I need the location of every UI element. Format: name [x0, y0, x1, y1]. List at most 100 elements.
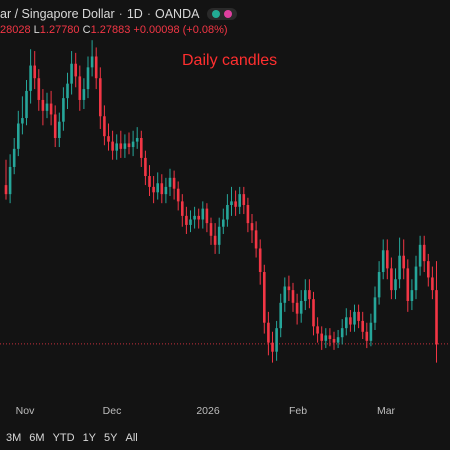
candle[interactable]: [103, 105, 106, 146]
candle[interactable]: [176, 181, 180, 211]
candle[interactable]: [62, 87, 65, 131]
candle[interactable]: [283, 277, 287, 312]
candle[interactable]: [427, 253, 430, 287]
candle[interactable]: [209, 217, 213, 245]
candle[interactable]: [410, 279, 414, 311]
candle[interactable]: [78, 65, 82, 111]
candle[interactable]: [357, 304, 360, 329]
candle[interactable]: [386, 239, 389, 280]
candle[interactable]: [49, 90, 53, 126]
candle[interactable]: [267, 311, 270, 356]
candle[interactable]: [271, 331, 274, 363]
candle[interactable]: [353, 304, 356, 332]
candlestick-chart[interactable]: [0, 0, 450, 410]
candle[interactable]: [21, 96, 24, 135]
candle[interactable]: [70, 51, 73, 95]
candle[interactable]: [189, 210, 192, 233]
candle[interactable]: [258, 239, 262, 285]
candle[interactable]: [99, 67, 102, 129]
candle[interactable]: [226, 194, 229, 227]
candle[interactable]: [33, 51, 36, 90]
candle[interactable]: [4, 159, 8, 200]
candle[interactable]: [381, 239, 385, 280]
candle[interactable]: [390, 257, 393, 300]
candle[interactable]: [45, 92, 49, 119]
candle[interactable]: [361, 311, 364, 340]
candle[interactable]: [275, 320, 278, 361]
candle[interactable]: [332, 331, 336, 350]
candle[interactable]: [406, 259, 410, 312]
candle[interactable]: [222, 208, 225, 234]
candle[interactable]: [152, 176, 155, 204]
candle[interactable]: [86, 56, 90, 99]
candle[interactable]: [320, 326, 323, 350]
candle[interactable]: [135, 127, 139, 149]
candle[interactable]: [181, 194, 184, 227]
candle[interactable]: [369, 313, 373, 347]
candle[interactable]: [238, 186, 241, 215]
candle[interactable]: [308, 279, 311, 309]
candle[interactable]: [349, 310, 352, 332]
candle[interactable]: [422, 235, 426, 273]
candle[interactable]: [172, 170, 176, 200]
candle[interactable]: [53, 105, 57, 148]
candle[interactable]: [58, 112, 61, 148]
candle[interactable]: [94, 47, 98, 90]
range-3m-button[interactable]: 3M: [6, 432, 22, 444]
candle[interactable]: [144, 150, 147, 186]
candle[interactable]: [414, 255, 418, 300]
candle[interactable]: [197, 208, 200, 229]
candle[interactable]: [8, 154, 12, 204]
candle[interactable]: [377, 261, 381, 305]
candle[interactable]: [185, 206, 188, 234]
candle[interactable]: [242, 186, 246, 215]
candle[interactable]: [328, 328, 332, 347]
candle[interactable]: [324, 328, 328, 349]
candle[interactable]: [291, 282, 295, 312]
candle[interactable]: [25, 80, 28, 126]
candle[interactable]: [431, 266, 434, 300]
candle[interactable]: [201, 201, 205, 229]
candle[interactable]: [365, 322, 369, 349]
candle[interactable]: [340, 319, 344, 345]
candle[interactable]: [279, 293, 282, 338]
candle[interactable]: [119, 130, 123, 158]
candle[interactable]: [140, 130, 143, 167]
candle[interactable]: [41, 89, 45, 126]
candle[interactable]: [299, 290, 303, 323]
candle[interactable]: [217, 217, 221, 254]
candle[interactable]: [90, 40, 94, 77]
candle[interactable]: [230, 186, 233, 216]
candle[interactable]: [263, 264, 266, 334]
candle[interactable]: [398, 237, 401, 289]
candle[interactable]: [394, 268, 397, 300]
candle[interactable]: [345, 308, 348, 336]
candle[interactable]: [246, 197, 250, 233]
range-all-button[interactable]: All: [125, 432, 138, 444]
candle[interactable]: [148, 165, 151, 196]
candle[interactable]: [12, 137, 16, 175]
range-5y-button[interactable]: 5Y: [104, 432, 118, 444]
candle[interactable]: [316, 317, 319, 343]
range-1y-button[interactable]: 1Y: [82, 432, 97, 444]
candle[interactable]: [373, 286, 377, 330]
candle[interactable]: [287, 275, 291, 301]
candle[interactable]: [205, 203, 209, 233]
candle[interactable]: [74, 52, 77, 88]
range-6m-button[interactable]: 6M: [29, 432, 45, 444]
candle[interactable]: [37, 69, 41, 111]
candle[interactable]: [111, 130, 114, 160]
candle[interactable]: [29, 49, 32, 104]
candle[interactable]: [156, 172, 159, 200]
candle[interactable]: [82, 78, 86, 110]
interval-label[interactable]: 1D: [126, 7, 143, 21]
range-ytd-button[interactable]: YTD: [52, 432, 75, 444]
candle[interactable]: [304, 279, 307, 311]
candle[interactable]: [160, 174, 164, 204]
market-status-pill[interactable]: [207, 8, 238, 20]
candle[interactable]: [250, 214, 254, 244]
candle[interactable]: [435, 261, 438, 363]
candle[interactable]: [234, 190, 237, 216]
candle[interactable]: [107, 123, 110, 151]
candle[interactable]: [336, 329, 340, 349]
